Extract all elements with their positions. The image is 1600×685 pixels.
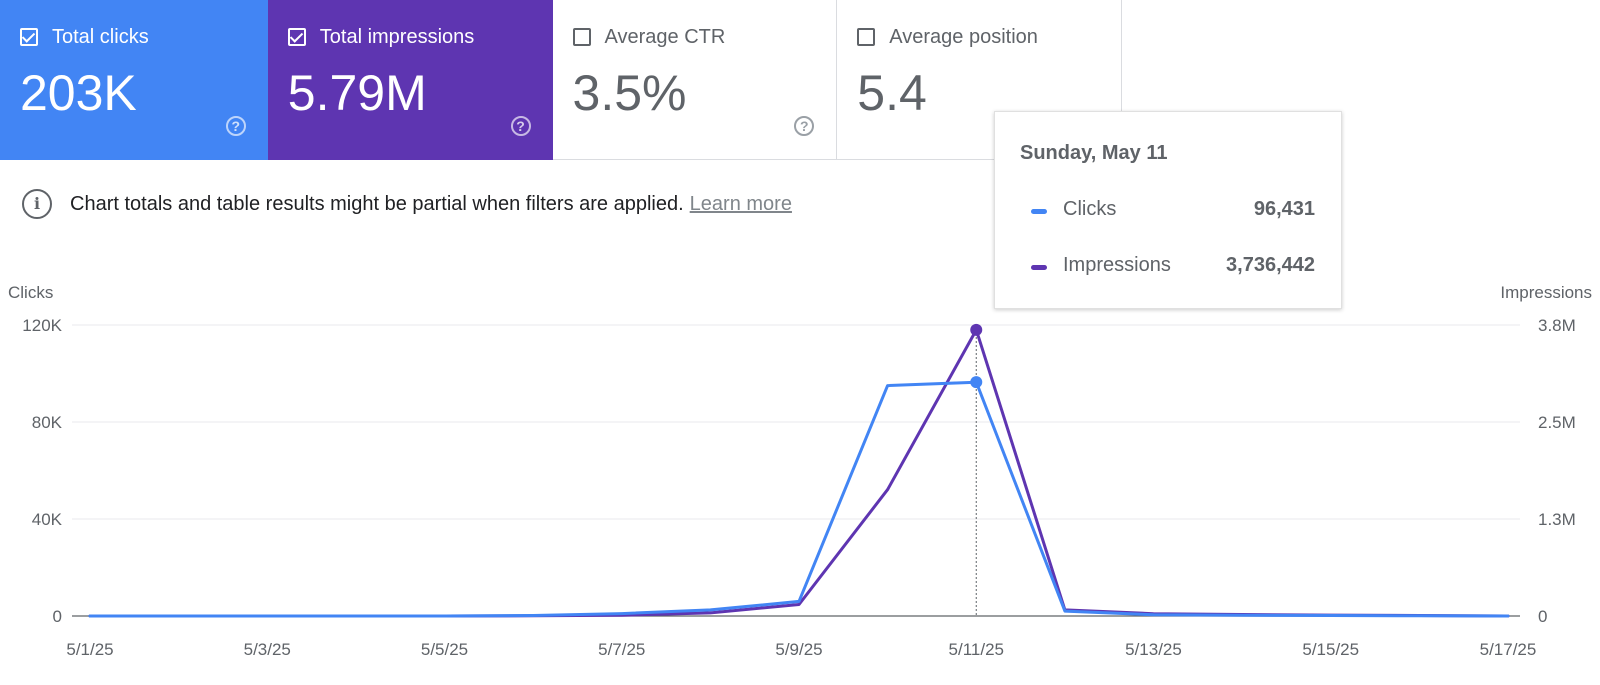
help-icon[interactable]: ?	[225, 116, 246, 136]
total-impressions-checkbox[interactable]	[287, 28, 306, 46]
right-tick-label: 1.3M	[1538, 510, 1576, 529]
total-clicks-card[interactable]: Total clicks 203K ?	[0, 0, 268, 160]
learn-more-link[interactable]: Learn more	[689, 192, 792, 215]
x-tick-label: 5/1/25	[66, 640, 113, 659]
tooltip-row-impressions: Impressions 3,736,442	[1031, 254, 1315, 280]
performance-chart[interactable]: Clicks Impressions 0 0 40K 1.3M 80K 2.5M 120K 3…	[0, 280, 1600, 685]
average-position-checkbox[interactable]	[857, 28, 876, 46]
right-tick-label: 3.8M	[1538, 316, 1576, 335]
tooltip-row-clicks: Clicks 96,431	[1031, 198, 1315, 224]
average-ctr-card[interactable]: Average CTR 3.5% ?	[552, 0, 838, 160]
x-tick-label: 5/3/25	[244, 640, 291, 659]
x-tick-label: 5/13/25	[1125, 640, 1182, 659]
right-axis-label: Impressions	[1500, 283, 1592, 302]
impressions-highlight-point	[970, 323, 983, 336]
left-tick-label: 0	[53, 607, 62, 626]
total-clicks-checkbox[interactable]	[20, 28, 38, 46]
clicks-series-line	[88, 380, 1510, 618]
x-tick-label: 5/17/25	[1480, 640, 1537, 659]
right-tick-label: 0	[1538, 607, 1547, 626]
metric-cards: Total clicks 203K ? Total impressions 5.…	[0, 0, 1123, 160]
tooltip-impressions-value: 3,736,442	[1226, 254, 1315, 276]
impressions-legend-icon	[1031, 265, 1047, 270]
help-icon[interactable]: ?	[510, 116, 531, 136]
left-tick-label: 40K	[32, 510, 63, 529]
x-tick-label: 5/11/25	[949, 640, 1004, 659]
total-clicks-label: Total clicks	[52, 26, 149, 48]
tooltip-impressions-label: Impressions	[1063, 254, 1171, 276]
right-tick-label: 2.5M	[1538, 413, 1576, 432]
average-ctr-label: Average CTR	[604, 26, 726, 48]
average-position-value: 5.4	[857, 65, 927, 121]
x-tick-label: 5/9/25	[775, 640, 822, 659]
clicks-highlight-point	[970, 376, 983, 389]
left-axis-label: Clicks	[8, 283, 53, 302]
x-tick-label: 5/7/25	[598, 640, 645, 659]
left-tick-label: 80K	[32, 413, 63, 432]
notice-text: Chart totals and table results might be …	[70, 192, 684, 215]
chart-tooltip: Sunday, May 11 Clicks 96,431 Impressions…	[994, 111, 1342, 309]
clicks-legend-icon	[1031, 209, 1047, 214]
help-icon[interactable]: ?	[794, 116, 815, 136]
total-impressions-card[interactable]: Total impressions 5.79M ?	[267, 0, 553, 160]
total-clicks-value: 203K	[20, 65, 137, 121]
left-tick-label: 120K	[22, 316, 62, 335]
tooltip-date: Sunday, May 11	[1020, 142, 1168, 164]
total-impressions-label: Total impressions	[319, 26, 475, 48]
info-icon: i	[22, 189, 52, 219]
partial-results-notice: i Chart totals and table results might b…	[22, 188, 792, 220]
tooltip-clicks-value: 96,431	[1253, 198, 1315, 220]
x-tick-label: 5/15/25	[1302, 640, 1359, 659]
average-ctr-value: 3.5%	[572, 65, 687, 121]
x-tick-label: 5/5/25	[421, 640, 468, 659]
tooltip-clicks-label: Clicks	[1063, 198, 1117, 220]
average-ctr-checkbox[interactable]	[572, 28, 591, 46]
average-position-label: Average position	[889, 26, 1038, 48]
impressions-series-line	[88, 328, 1510, 618]
total-impressions-value: 5.79M	[287, 65, 427, 121]
